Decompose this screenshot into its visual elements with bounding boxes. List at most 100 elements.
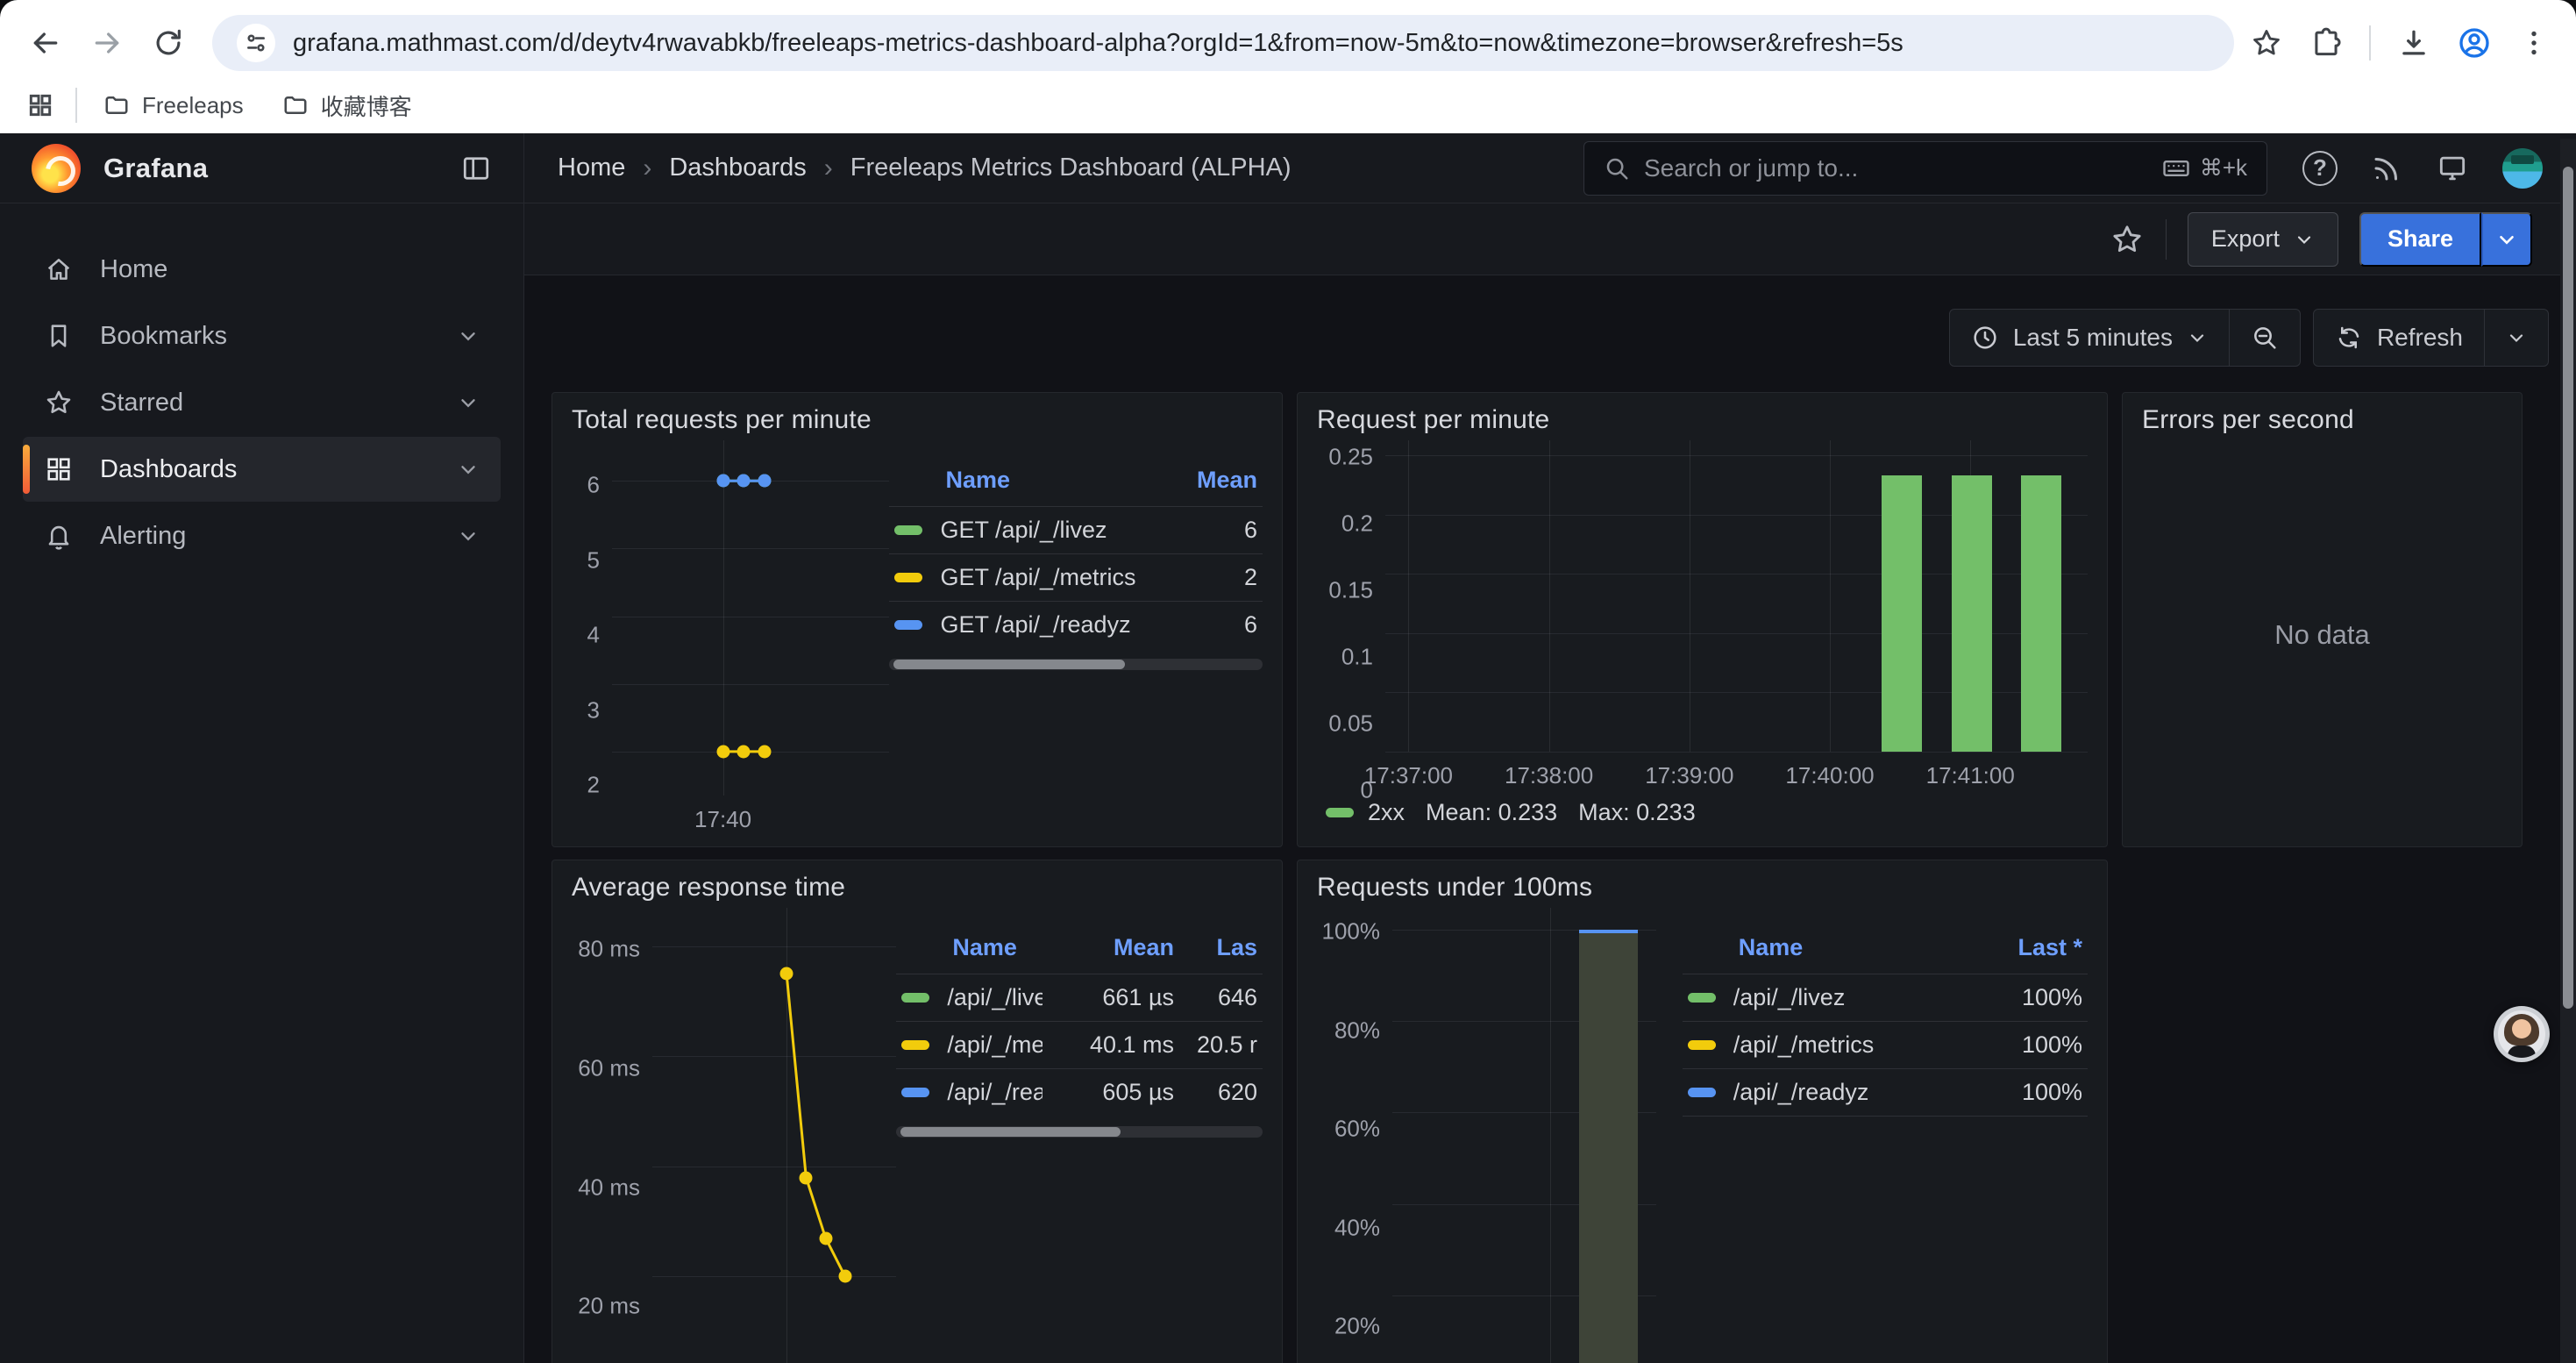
bookmark-folder-blogs[interactable]: 收藏博客	[270, 84, 424, 127]
time-range-picker[interactable]: Last 5 minutes	[1950, 310, 2229, 366]
zoom-out-button[interactable]	[2230, 310, 2300, 366]
search-input[interactable]: Search or jump to... ⌘+k	[1583, 141, 2267, 196]
search-icon	[1604, 155, 1630, 182]
panel-request-per-minute: Request per minute 0.250.20.150.10.050 1…	[1297, 392, 2108, 847]
export-button[interactable]: Export	[2188, 212, 2338, 267]
profile-icon[interactable]	[2457, 25, 2492, 61]
bookmarks-divider	[75, 88, 77, 123]
panel-total-requests: Total requests per minute 65432 17:40 Na…	[551, 392, 1283, 847]
favorite-star-icon[interactable]	[2110, 222, 2145, 257]
sidebar-collapse-button[interactable]	[460, 153, 492, 184]
help-icon[interactable]: ?	[2302, 151, 2338, 186]
legend-scrollbar[interactable]	[896, 1126, 1263, 1138]
series-color-pill	[1688, 1040, 1716, 1050]
series-color-pill	[894, 620, 922, 630]
bookmark-star-icon[interactable]	[2250, 26, 2283, 60]
dashboard-canvas: Last 5 minutes Refresh	[524, 275, 2576, 1363]
zoom-out-icon	[2251, 324, 2279, 352]
url-bar[interactable]: grafana.mathmast.com/d/deytv4rwavabkb/fr…	[212, 15, 2234, 71]
back-button[interactable]	[21, 18, 70, 68]
breadcrumb-dashboards[interactable]: Dashboards	[669, 153, 806, 182]
legend-row[interactable]: /api/_/livez 100%	[1683, 974, 2088, 1021]
chevron-down-icon[interactable]	[457, 525, 480, 547]
refresh-button[interactable]: Refresh	[2314, 310, 2484, 366]
legend-header-name[interactable]: Name	[1739, 934, 1968, 961]
chevron-down-icon[interactable]	[457, 391, 480, 414]
series-color-pill	[901, 993, 929, 1003]
legend-header-last[interactable]: Las	[1174, 934, 1257, 961]
folder-icon	[282, 92, 309, 118]
legend-row[interactable]: /api/_/readyz 100%	[1683, 1068, 2088, 1117]
panel-title[interactable]: Errors per second	[2142, 405, 2502, 435]
search-placeholder: Search or jump to...	[1644, 154, 2161, 182]
series-color-pill	[1688, 1088, 1716, 1097]
under-100ms-chart: 100%80%60%40%20%0% 17:40	[1317, 908, 1656, 1363]
no-data-message: No data	[2142, 435, 2502, 834]
sidebar-item-alerting[interactable]: Alerting	[23, 503, 501, 568]
search-shortcut: ⌘+k	[2161, 153, 2247, 183]
panel-errors-per-second: Errors per second No data	[2122, 392, 2523, 847]
breadcrumb-home[interactable]: Home	[558, 153, 625, 182]
panel-title[interactable]: Request per minute	[1317, 405, 2088, 435]
floating-assistant-avatar[interactable]	[2494, 1006, 2550, 1062]
legend-row[interactable]: GET /api/_/metrics 2	[889, 553, 1263, 601]
panel-title[interactable]: Total requests per minute	[572, 405, 1263, 435]
browser-toolbar: grafana.mathmast.com/d/deytv4rwavabkb/fr…	[0, 0, 2576, 79]
legend-table: Name Mean Las /api/_/livez 661 µs 646	[896, 929, 1263, 1363]
legend-row[interactable]: GET /api/_/readyz 6	[889, 601, 1263, 648]
breadcrumb-separator: ›	[824, 153, 833, 183]
legend-header-name[interactable]: Name	[945, 467, 1178, 494]
panel-title[interactable]: Average response time	[572, 873, 1263, 903]
chevron-down-icon	[2495, 228, 2518, 251]
series-color-pill	[901, 1040, 929, 1050]
chevron-down-icon[interactable]	[457, 325, 480, 347]
share-dropdown-button[interactable]	[2481, 212, 2532, 267]
browser-menu-icon[interactable]	[2518, 27, 2550, 59]
bell-icon	[44, 521, 74, 551]
user-avatar[interactable]	[2502, 148, 2543, 189]
scrollbar-thumb[interactable]	[2563, 167, 2573, 1009]
reload-button[interactable]	[144, 18, 193, 68]
folder-icon	[103, 92, 130, 118]
site-settings-icon[interactable]	[237, 24, 275, 62]
legend-header-last[interactable]: Last *	[1968, 934, 2082, 961]
grafana-logo[interactable]	[32, 144, 81, 193]
chevron-down-icon[interactable]	[457, 458, 480, 481]
sidebar-item-starred[interactable]: Starred	[23, 370, 501, 435]
url-text[interactable]: grafana.mathmast.com/d/deytv4rwavabkb/fr…	[293, 29, 1904, 58]
bookmark-label: 收藏博客	[321, 89, 412, 122]
extensions-icon[interactable]	[2309, 26, 2343, 60]
share-button[interactable]: Share	[2359, 212, 2481, 267]
page-scrollbar[interactable]	[2560, 139, 2576, 1363]
home-icon	[44, 254, 74, 284]
forward-button[interactable]	[82, 18, 132, 68]
legend-row[interactable]: /api/_/metrics 40.1 ms 20.5 r	[896, 1021, 1263, 1068]
sidebar-item-dashboards[interactable]: Dashboards	[23, 437, 501, 502]
sidebar-item-home[interactable]: Home	[23, 237, 501, 302]
series-color-pill	[1326, 808, 1354, 817]
legend-row[interactable]: /api/_/livez 661 µs 646	[896, 974, 1263, 1021]
sidebar-item-bookmarks[interactable]: Bookmarks	[23, 303, 501, 368]
bookmarks-bar: Freeleaps 收藏博客	[0, 79, 2576, 132]
legend-header-mean[interactable]: Mean	[1178, 467, 1257, 494]
grafana-app: Grafana Home Bookmarks Starred D	[0, 133, 2576, 1363]
legend-row[interactable]: /api/_/readyz 605 µs 620	[896, 1068, 1263, 1116]
request-per-minute-chart: 0.250.20.150.10.050 17:37:0017:38:0017:3…	[1317, 440, 2088, 790]
brand-name: Grafana	[103, 153, 208, 184]
legend-row[interactable]: /api/_/metrics 100%	[1683, 1021, 2088, 1068]
legend-header-mean[interactable]: Mean	[1042, 934, 1174, 961]
kiosk-monitor-icon[interactable]	[2436, 152, 2469, 185]
download-icon[interactable]	[2397, 26, 2430, 60]
apps-grid-icon[interactable]	[26, 91, 54, 119]
legend-row[interactable]: GET /api/_/livez 6	[889, 506, 1263, 553]
panel-title[interactable]: Requests under 100ms	[1317, 873, 2088, 903]
news-rss-icon[interactable]	[2371, 153, 2402, 184]
breadcrumb-current: Freeleaps Metrics Dashboard (ALPHA)	[850, 153, 1292, 182]
legend-table: Name Mean GET /api/_/livez 6 GET /api/_/…	[889, 461, 1263, 834]
legend-scrollbar[interactable]	[889, 659, 1263, 670]
bookmark-folder-freeleaps[interactable]: Freeleaps	[91, 87, 256, 125]
series-color-pill	[894, 525, 922, 535]
legend-header-name[interactable]: Name	[952, 934, 1042, 961]
refresh-interval-dropdown[interactable]	[2485, 310, 2548, 366]
toolbar-divider	[2369, 25, 2371, 61]
